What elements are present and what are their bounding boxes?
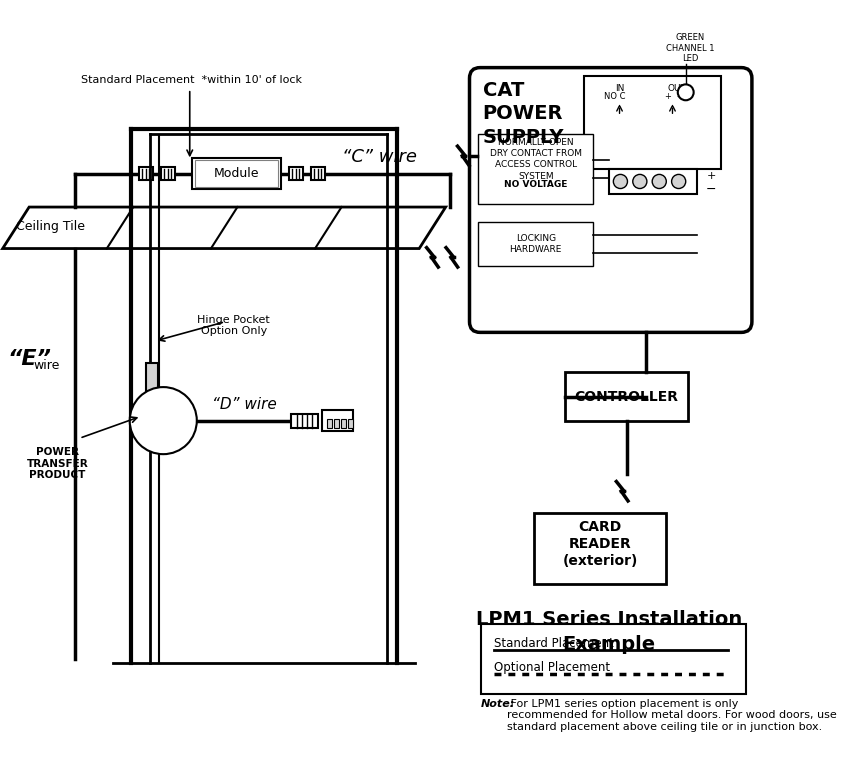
Text: Hinge Pocket
Option Only: Hinge Pocket Option Only (198, 314, 270, 336)
Circle shape (672, 175, 686, 189)
Text: Standard Placement  *within 10' of lock: Standard Placement *within 10' of lock (81, 75, 302, 85)
FancyBboxPatch shape (470, 68, 752, 332)
Bar (584, 76, 721, 169)
Text: IN: IN (615, 83, 624, 93)
Text: CARD
READER
(exterior): CARD READER (exterior) (562, 520, 638, 569)
Text: +: + (707, 171, 716, 181)
Text: “D” wire: “D” wire (212, 397, 277, 412)
Text: +  -: + - (665, 92, 680, 101)
Bar (478, 222, 593, 266)
Bar (311, 168, 325, 179)
Bar (609, 169, 697, 193)
Text: CAT
POWER
SUPPLY: CAT POWER SUPPLY (483, 81, 564, 147)
Bar (340, 419, 346, 427)
Text: OUT: OUT (667, 83, 687, 93)
Bar (161, 168, 174, 179)
Text: “C” wire: “C” wire (342, 148, 417, 166)
Text: NORMALLY OPEN
DRY CONTACT FROM
ACCESS CONTROL
SYSTEM: NORMALLY OPEN DRY CONTACT FROM ACCESS CO… (490, 138, 582, 180)
Circle shape (678, 84, 694, 101)
Bar (565, 372, 688, 420)
Text: Module: Module (214, 167, 260, 180)
Polygon shape (3, 207, 445, 249)
Bar (333, 419, 339, 427)
Bar (348, 419, 353, 427)
Text: CONTROLLER: CONTROLLER (575, 390, 679, 404)
Bar (146, 363, 158, 403)
Text: Standard Placement: Standard Placement (494, 636, 614, 650)
Circle shape (614, 175, 628, 189)
Text: LPM1 Series Installation
Example: LPM1 Series Installation Example (476, 611, 742, 654)
Circle shape (129, 387, 197, 454)
Text: Note:: Note: (481, 699, 516, 708)
Text: Optional Placement: Optional Placement (494, 661, 610, 674)
Text: GREEN
CHANNEL 1
LED: GREEN CHANNEL 1 LED (666, 34, 714, 63)
Bar (478, 134, 593, 204)
Text: NO VOLTAGE: NO VOLTAGE (504, 180, 568, 190)
Bar (326, 419, 332, 427)
Text: “E”: “E” (7, 349, 51, 369)
Text: wire: wire (34, 359, 60, 371)
Text: LOCKING
HARDWARE: LOCKING HARDWARE (510, 235, 562, 254)
Bar (195, 160, 278, 186)
Text: NO C: NO C (604, 92, 626, 101)
Bar (322, 410, 353, 431)
Text: POWER
TRANSFER
PRODUCT: POWER TRANSFER PRODUCT (27, 447, 89, 480)
Bar (292, 413, 318, 427)
Bar (193, 158, 280, 190)
Bar (288, 168, 303, 179)
Bar (481, 623, 746, 694)
Bar (534, 513, 667, 584)
Text: Ceiling Tile: Ceiling Tile (16, 220, 85, 233)
Circle shape (633, 175, 647, 189)
Text: For LPM1 series option placement is only
recommended for Hollow metal doors. For: For LPM1 series option placement is only… (508, 699, 838, 732)
Circle shape (652, 175, 667, 189)
Text: −: − (706, 183, 717, 196)
Bar (139, 168, 153, 179)
